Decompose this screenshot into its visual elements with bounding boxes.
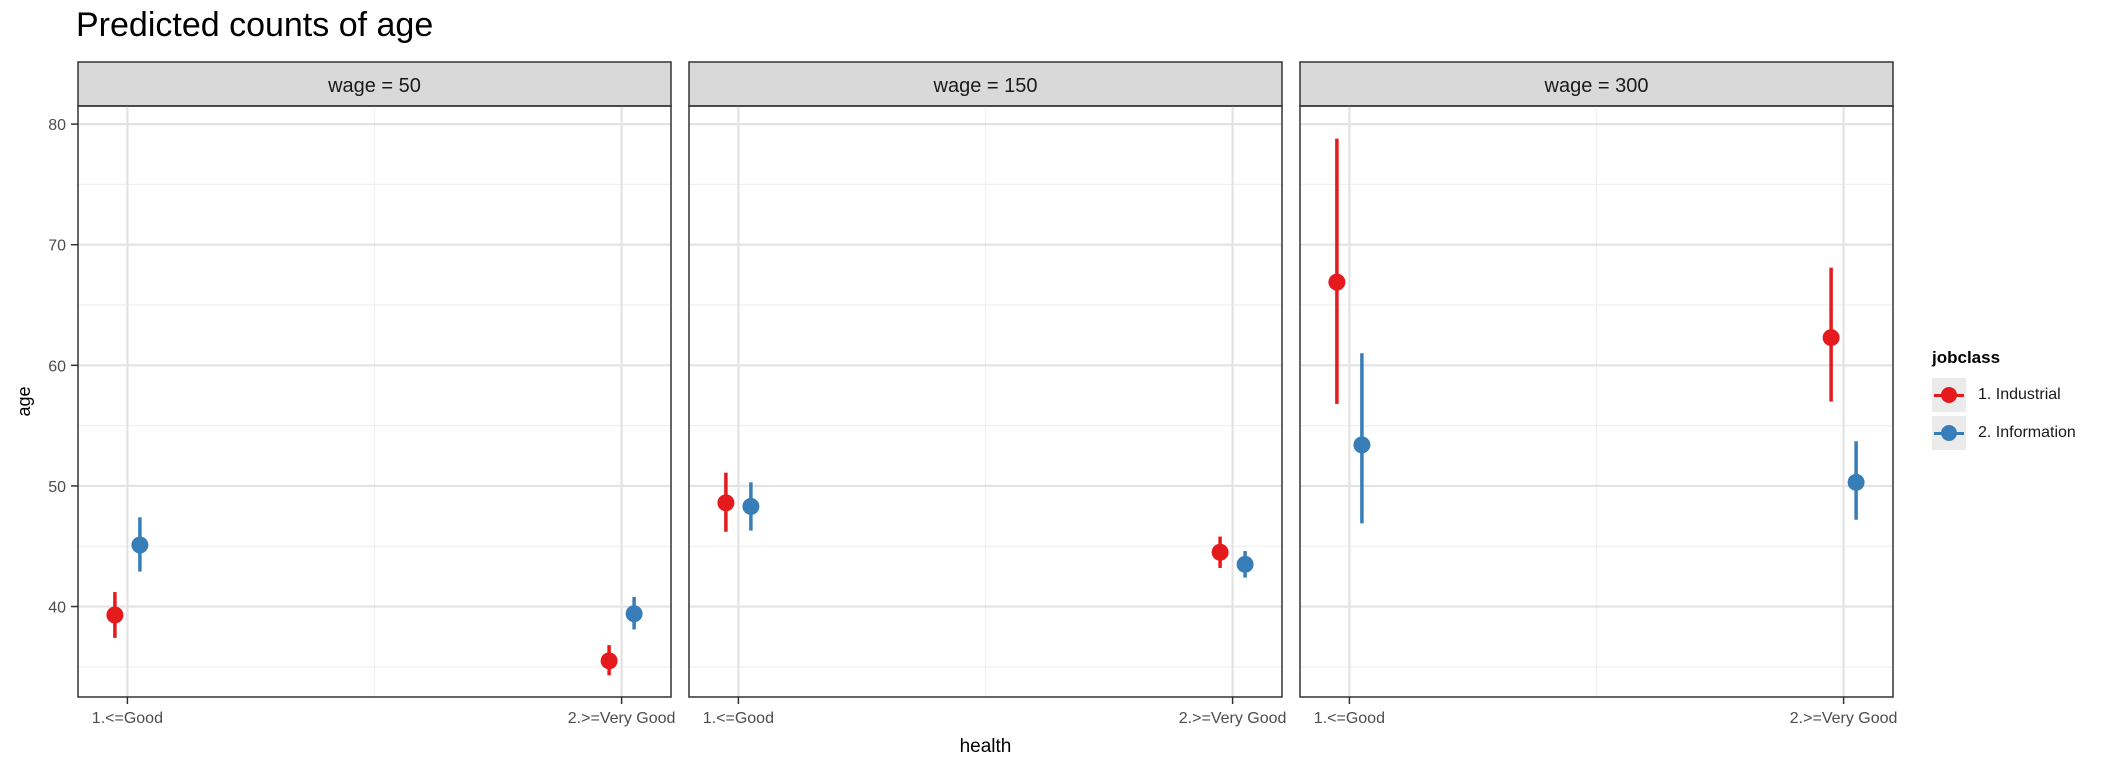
data-point [742,497,760,515]
legend-item-information: 2. Information [1932,414,2076,452]
facet-panel: wage = 50 1.<=Good 2.>=Very Good [77,61,676,727]
y-tick-label: 40 [48,600,66,617]
legend-title: jobclass [1932,348,2001,367]
x-tick-label: 1.<=Good [1314,710,1385,727]
legend-item-industrial: 1. Industrial [1932,376,2076,414]
y-tick-label: 80 [48,117,66,134]
legend-key-information [1932,416,1966,450]
data-point [717,494,735,512]
data-point [1822,329,1840,347]
data-point [1328,273,1346,291]
data-point [1847,473,1865,491]
facet-strip-label: wage = 300 [1544,75,1649,97]
facet-strip [77,61,672,107]
data-point [1236,555,1254,573]
legend-label-information: 2. Information [1978,424,2076,441]
x-tick-label: 1.<=Good [703,710,774,727]
x-tick-label: 2.>=Very Good [1790,710,1898,727]
panel-border [688,105,1283,698]
panel-border [1299,105,1894,698]
data-point [600,652,618,670]
y-tick-label: 70 [48,238,66,255]
data-point [1353,436,1371,454]
panel-border [77,105,672,698]
chart-title: Predicted counts of age [76,6,434,44]
facet-panel: wage = 300 1.<=Good 2.>=Very Good [1299,61,1898,727]
legend-key-industrial [1932,378,1966,412]
facet-strip-label: wage = 50 [327,75,421,97]
legend: jobclass 1. Industrial 2. Information [1932,348,2076,452]
legend-label-industrial: 1. Industrial [1978,386,2061,403]
facet-panel: wage = 150 1.<=Good 2.>=Very Good [688,61,1287,727]
x-tick-label: 2.>=Very Good [568,710,676,727]
data-point [131,536,149,554]
data-point [106,606,124,624]
x-tick-label: 2.>=Very Good [1179,710,1287,727]
y-tick-label: 60 [48,358,66,375]
data-point [1211,543,1229,561]
facet-strip [1299,61,1894,107]
faceted-dot-plot: age 40 50 60 70 80 wage = 50 1.<=Good 2.>=Very G… [14,61,1898,757]
facet-strip [688,61,1283,107]
y-axis-title: age [14,386,34,416]
facet-strip-label: wage = 150 [933,75,1038,97]
x-axis-title: health [960,736,1012,757]
data-point [625,605,643,623]
y-tick-label: 50 [48,479,66,496]
x-tick-label: 1.<=Good [92,710,163,727]
